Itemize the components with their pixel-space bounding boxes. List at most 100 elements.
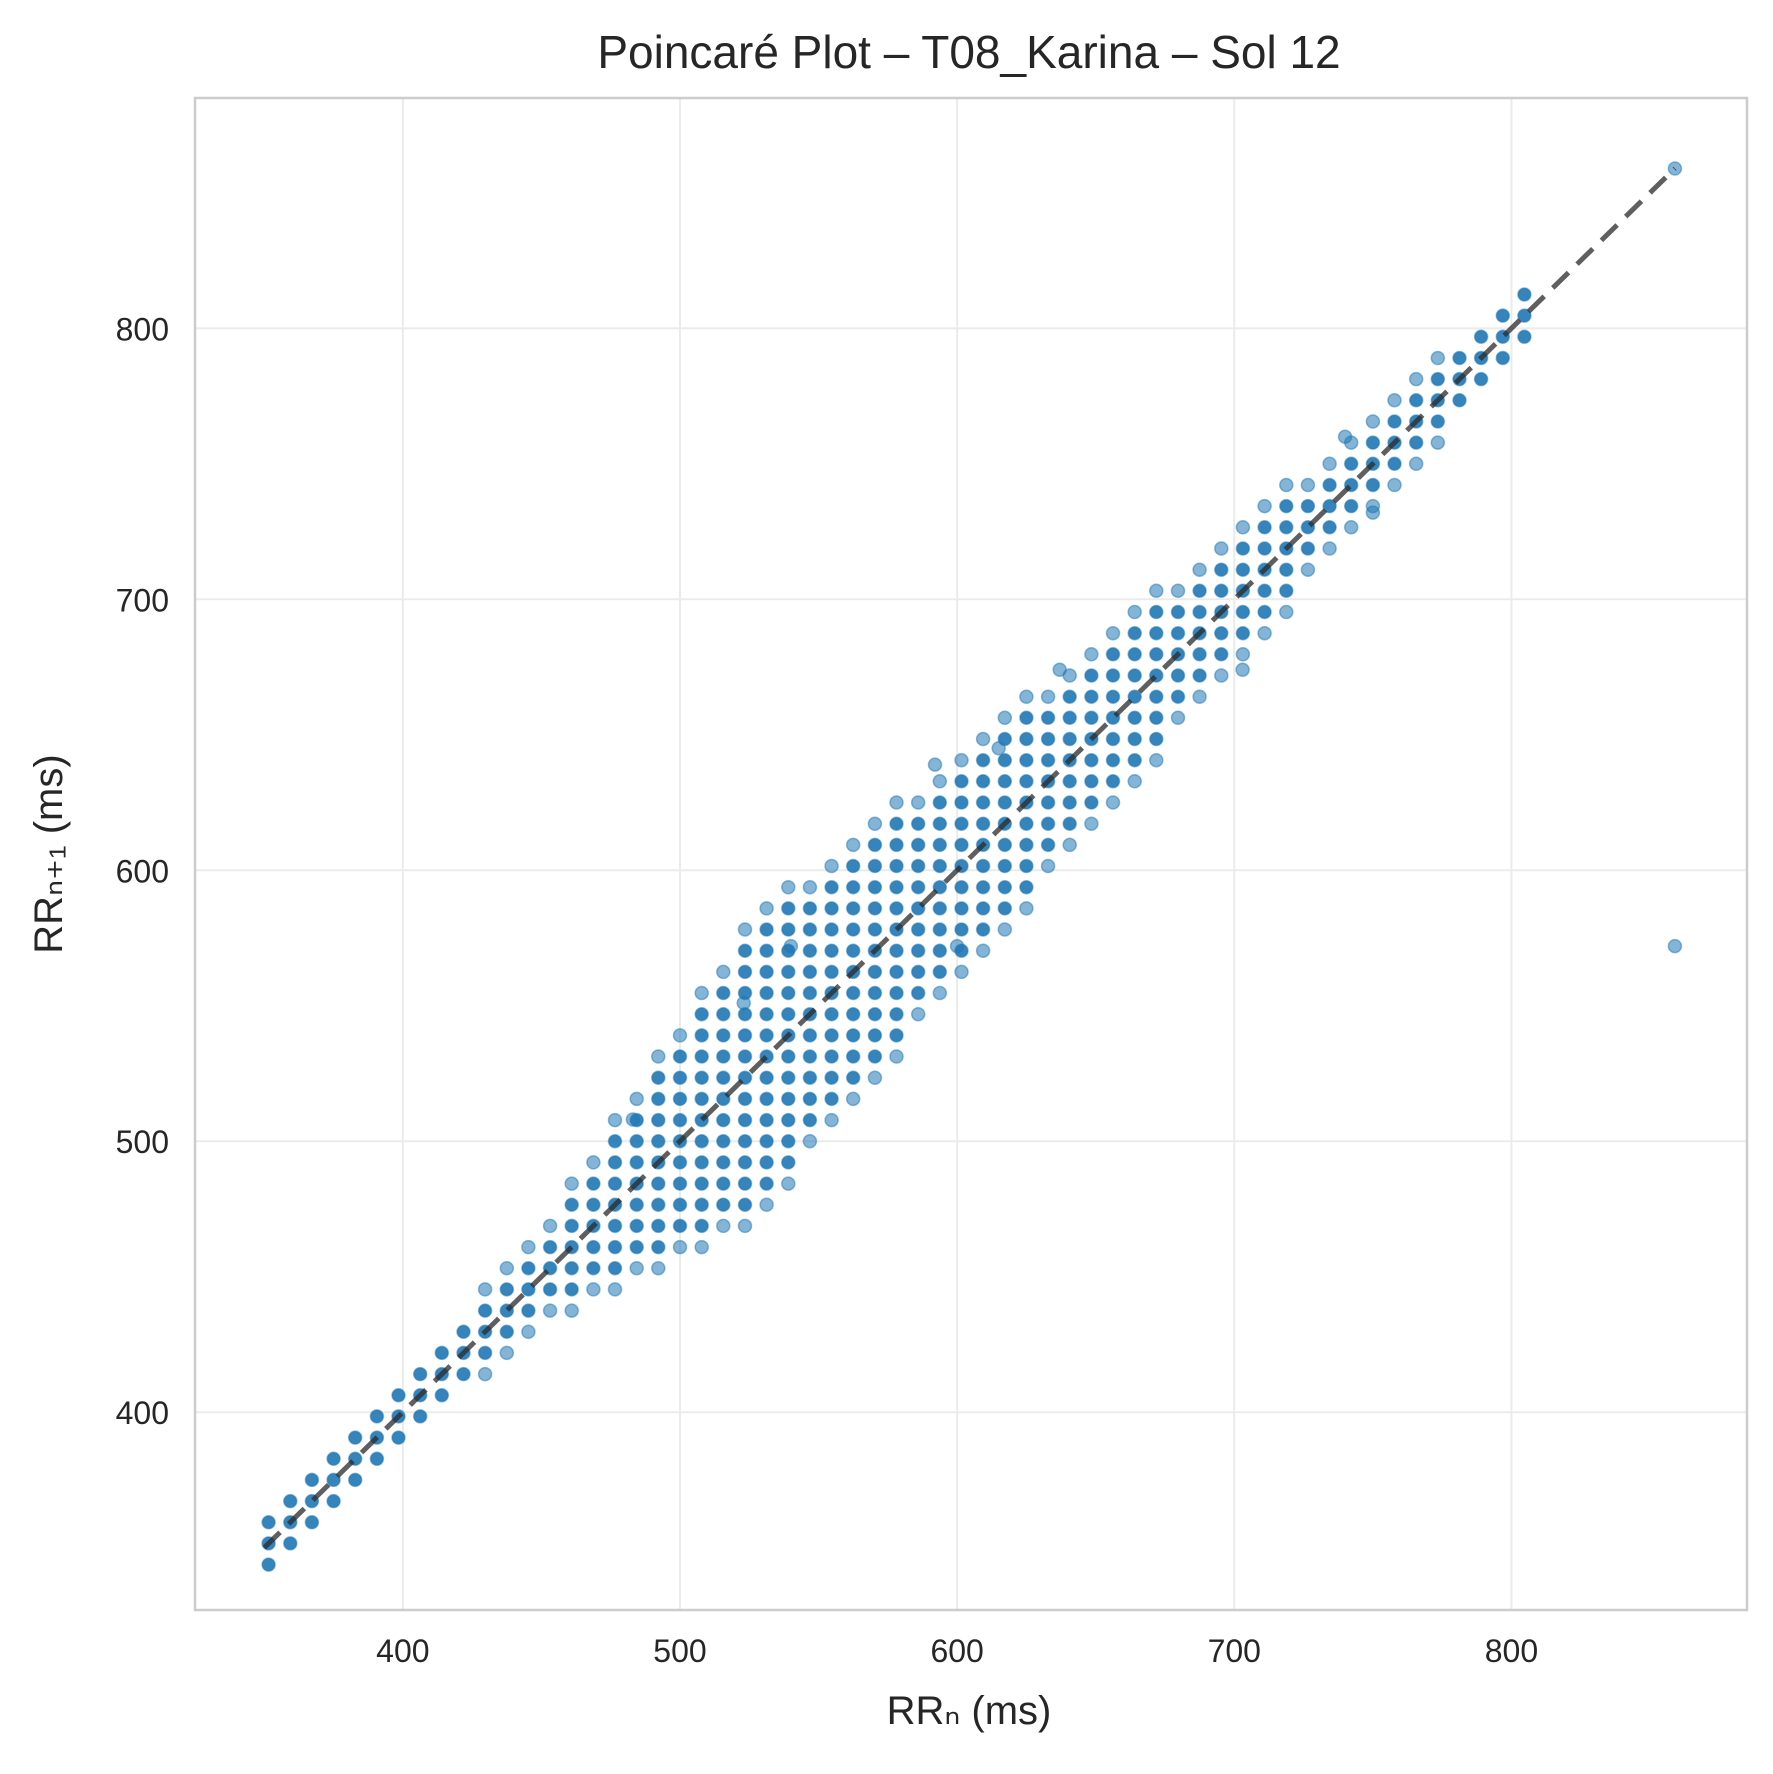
scatter-point: [1062, 837, 1077, 853]
scatter-point: [759, 1133, 774, 1149]
scatter-point: [607, 1282, 623, 1297]
scatter-point: [1052, 662, 1067, 677]
scatter-point: [1365, 435, 1381, 450]
scatter-point: [477, 1366, 493, 1382]
scatter-point: [1019, 816, 1034, 831]
scatter-point: [867, 964, 883, 980]
scatter-point: [1430, 435, 1446, 450]
scatter-point: [1337, 429, 1353, 444]
axes-frame: [193, 96, 1749, 1612]
scatter-point: [1062, 816, 1077, 831]
scatter-point: [932, 964, 948, 980]
scatter-point: [910, 985, 926, 1001]
scatter-point: [759, 901, 774, 916]
scatter-point: [867, 1006, 883, 1022]
scatter-point: [521, 1239, 536, 1255]
scatter-point: [1127, 752, 1142, 768]
scatter-point: [802, 1091, 818, 1107]
scatter-point: [1257, 541, 1272, 556]
scatter-point: [607, 1112, 623, 1128]
scatter-point: [651, 1133, 666, 1149]
x-tick-label: 500: [653, 1633, 706, 1669]
scatter-point: [1019, 710, 1034, 726]
scatter-point: [910, 964, 926, 980]
scatter-point: [1279, 604, 1294, 620]
scatter-point: [759, 1176, 774, 1191]
scatter-point: [651, 1091, 666, 1107]
scatter-point: [975, 731, 991, 747]
scatter-point: [802, 1070, 818, 1085]
x-tick-label: 800: [1485, 1633, 1538, 1669]
scatter-point: [672, 1028, 688, 1043]
scatter-point: [1170, 710, 1186, 726]
identity-line: [262, 166, 1677, 1550]
grid: [195, 98, 1747, 1610]
scatter-point: [716, 1049, 731, 1064]
scatter-point: [521, 1324, 536, 1340]
scatter-point: [1430, 350, 1446, 366]
scatter-point: [802, 1112, 818, 1128]
scatter-point: [737, 1028, 753, 1043]
scatter-point: [1452, 350, 1467, 366]
scatter-point: [1149, 647, 1164, 662]
scatter-point: [1040, 858, 1056, 874]
scatter-point: [1257, 520, 1272, 535]
scatter-point: [1170, 604, 1186, 620]
scatter-point: [1408, 435, 1424, 450]
scatter-point: [910, 858, 926, 874]
scatter-point: [1170, 583, 1186, 599]
scatter-point: [1300, 498, 1316, 514]
scatter-point: [607, 1155, 623, 1170]
scatter-point: [737, 1133, 753, 1149]
scatter-point: [954, 964, 969, 980]
scatter-point: [391, 1430, 406, 1445]
scatter-point: [759, 1112, 774, 1128]
scatter-point: [716, 985, 731, 1001]
scatter-point: [975, 922, 991, 937]
scatter-point: [975, 943, 991, 958]
scatter-point: [629, 1133, 644, 1149]
scatter-point: [824, 1049, 839, 1064]
scatter-point: [1084, 795, 1099, 810]
scatter-point: [737, 964, 753, 980]
scatter-point: [759, 922, 774, 937]
scatter-point: [694, 1155, 709, 1170]
scatter-point: [932, 943, 948, 958]
scatter-point: [802, 985, 818, 1001]
scatter-point: [1192, 562, 1207, 577]
scatter-point: [845, 1070, 861, 1085]
scatter-point: [694, 1049, 709, 1064]
scatter-point: [694, 985, 709, 1001]
scatter-point: [1149, 625, 1164, 641]
scatter-point: [781, 1006, 796, 1022]
scatter-point: [672, 1155, 688, 1170]
scatter-point: [1149, 731, 1164, 747]
scatter-point: [759, 1028, 774, 1043]
scatter-point: [889, 1006, 904, 1022]
scatter-point: [1235, 604, 1251, 620]
scatter-point: [1408, 393, 1424, 408]
scatter-point: [1040, 731, 1056, 747]
scatter-point: [802, 922, 818, 937]
scatter-point: [802, 879, 818, 895]
scatter-point: [716, 1006, 731, 1022]
scatter-point: [1517, 329, 1532, 345]
scatter-point: [1495, 350, 1511, 366]
scatter-point: [802, 943, 818, 958]
scatter-point: [1517, 287, 1532, 302]
scatter-point: [845, 943, 861, 958]
scatter-point: [586, 1239, 601, 1255]
scatter-point: [1105, 795, 1121, 810]
scatter-point: [1387, 393, 1402, 408]
scatter-point: [1408, 456, 1424, 472]
scatter-point: [1084, 816, 1099, 831]
scatter-point: [1387, 414, 1402, 429]
scatter-point: [326, 1472, 341, 1488]
scatter-point: [1300, 477, 1316, 493]
scatter-point: [975, 901, 991, 916]
scatter-point: [1279, 562, 1294, 577]
scatter-point: [737, 1091, 753, 1107]
scatter-point: [1387, 477, 1402, 493]
scatter-point: [1105, 647, 1121, 662]
scatter-point: [1040, 816, 1056, 831]
